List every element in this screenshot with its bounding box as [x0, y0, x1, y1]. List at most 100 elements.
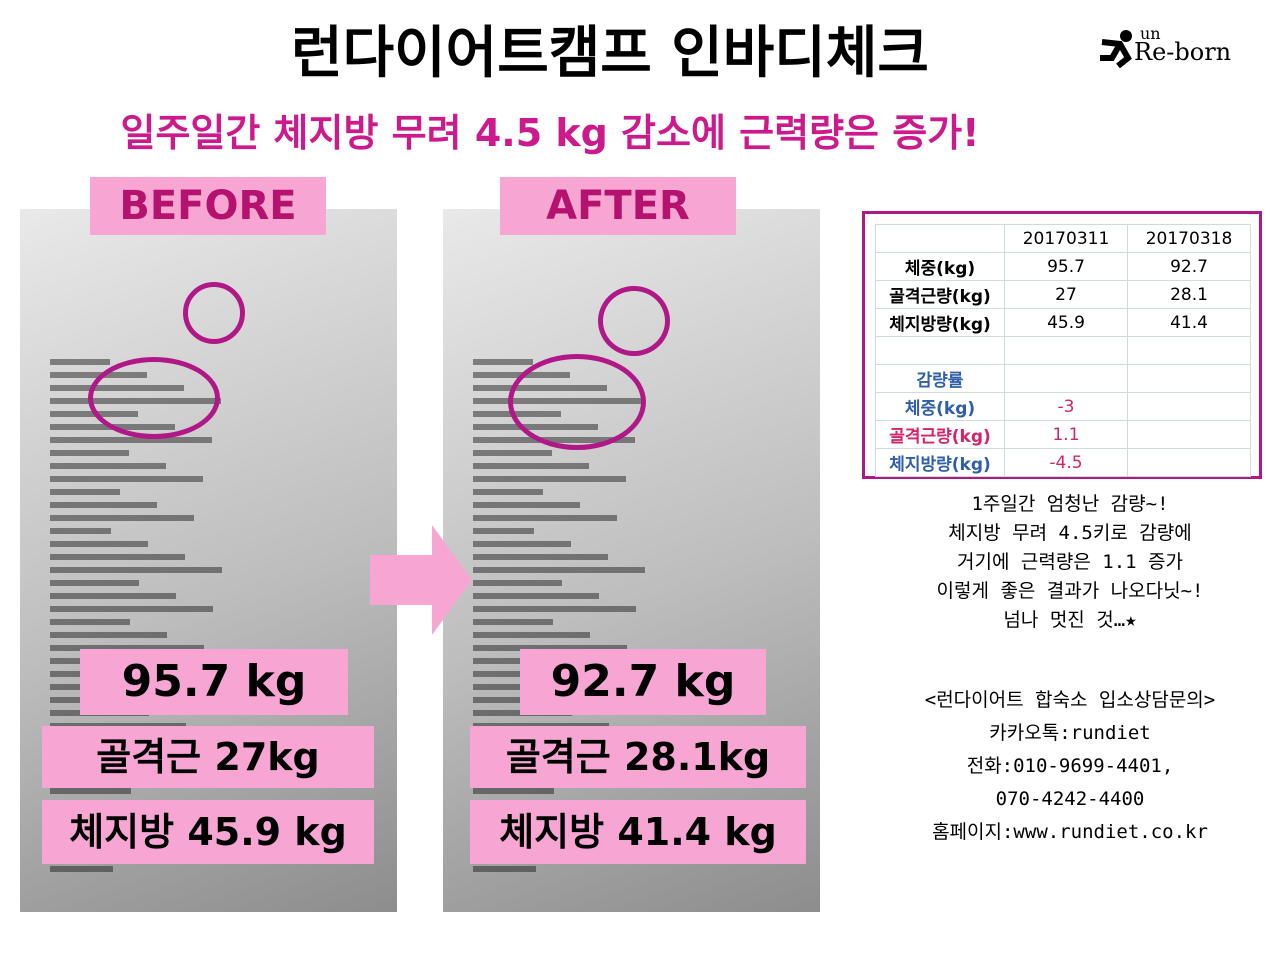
before-label: BEFORE: [90, 177, 326, 235]
photo-detail: [473, 541, 571, 547]
message-line: 이렇게 좋은 결과가 나오다닛~!: [936, 580, 1204, 602]
message-line: 거기에 근력량은 1.1 증가: [957, 551, 1183, 573]
photo-detail: [50, 554, 185, 560]
title: 런다이어트캠프 인바디체크: [291, 21, 929, 86]
highlight: [598, 286, 670, 356]
cell: 92.7: [1127, 252, 1251, 281]
highlight: [88, 357, 220, 439]
weight-after: 92.7 kg: [520, 649, 766, 715]
cell: 28.1: [1127, 280, 1251, 309]
photo-detail: [473, 515, 617, 521]
table: 20170311 20170318 체중(kg) 95.7 92.7 골격근량(kg)…: [875, 224, 1251, 477]
photo-detail: [473, 489, 543, 495]
row-label: 체지방량(kg): [875, 448, 1005, 477]
photo-detail: [50, 606, 213, 612]
cell: [1004, 336, 1128, 365]
logo-icon: [1100, 30, 1132, 68]
photo-detail: [50, 632, 167, 638]
message-line: 1주일간 엄청난 감량~!: [971, 493, 1169, 515]
contact-line: 전화:010-9699-4401,: [966, 755, 1174, 777]
logo-top: un: [1140, 24, 1161, 43]
fat-before: 체지방 45.9 kg: [42, 800, 374, 864]
photo-detail: [473, 697, 535, 703]
photo-detail: [473, 866, 536, 872]
photo-detail: [50, 593, 176, 599]
photo-detail: [50, 528, 111, 534]
cell: 45.9: [1004, 308, 1128, 337]
photo-detail: [50, 541, 148, 547]
muscle-after: 골격근 28.1kg: [470, 726, 806, 788]
photo-detail: [473, 554, 608, 560]
photo-detail: [473, 658, 544, 664]
cell: [1127, 392, 1251, 421]
cell: 95.7: [1004, 252, 1128, 281]
photo-detail: [50, 515, 194, 521]
cell: [1004, 364, 1128, 393]
row-label: 골격근량(kg): [875, 280, 1005, 309]
photo-detail: [50, 437, 212, 443]
cell: [1127, 336, 1251, 365]
photo-detail: [473, 632, 590, 638]
contact-line: 카카오톡:rundiet: [989, 722, 1151, 744]
logo: un Re-born: [1098, 24, 1268, 70]
photo-detail: [473, 528, 534, 534]
photo-detail: [50, 645, 204, 651]
message-line: 체지방 무려 4.5키로 감량에: [948, 522, 1192, 544]
arrow: [370, 525, 472, 635]
cell: [1127, 364, 1251, 393]
photo-detail: [473, 450, 552, 456]
column-header: 20170318: [1127, 224, 1251, 253]
cell: [875, 224, 1005, 253]
column-header: 20170311: [1004, 224, 1128, 253]
row-label: 체중(kg): [875, 252, 1005, 281]
cell: [875, 336, 1005, 365]
cell: -3: [1004, 392, 1128, 421]
cell: [1127, 420, 1251, 449]
photo-detail: [473, 463, 589, 469]
cell: 41.4: [1127, 308, 1251, 337]
row-label: 골격근량(kg): [875, 420, 1005, 449]
cell: [1127, 448, 1251, 477]
row-label: 체지방량(kg): [875, 308, 1005, 337]
cell: 27: [1004, 280, 1128, 309]
photo-detail: [473, 645, 627, 651]
photo-detail: [50, 463, 166, 469]
photo-detail: [50, 476, 203, 482]
muscle-before: 골격근 27kg: [42, 726, 374, 788]
photo-detail: [473, 619, 553, 625]
contact: <런다이어트 합숙소 입소상담문의> 카카오톡:rundiet 전화:010-969…: [870, 684, 1270, 849]
weight-before: 95.7 kg: [80, 649, 348, 715]
summary-table: 20170311 20170318 체중(kg) 95.7 92.7 골격근량(kg)…: [862, 211, 1262, 479]
cell: -4.5: [1004, 448, 1128, 477]
photo-detail: [50, 359, 110, 365]
section-label: 감량률: [875, 364, 1005, 393]
photo-detail: [50, 502, 157, 508]
photo-detail: [50, 580, 139, 586]
photo-detail: [50, 567, 222, 573]
photo-detail: [50, 450, 129, 456]
highlight: [183, 282, 245, 344]
photo-detail: [473, 567, 645, 573]
row-label: 체중(kg): [875, 392, 1005, 421]
photo-detail: [473, 502, 580, 508]
photo-detail: [473, 593, 599, 599]
message-line: 넘나 멋진 것…★: [1003, 609, 1137, 631]
after-label: AFTER: [500, 177, 736, 235]
photo-detail: [50, 619, 130, 625]
photo-detail: [50, 489, 120, 495]
photo-detail: [473, 606, 636, 612]
subtitle: 일주일간 체지방 무려 4.5 kg 감소에 근력량은 증가!: [120, 111, 980, 155]
photo-detail: [473, 476, 626, 482]
highlight: [508, 354, 646, 450]
cell: 1.1: [1004, 420, 1128, 449]
photo-detail: [50, 866, 113, 872]
photo-detail: [473, 580, 562, 586]
contact-line: <런다이어트 합숙소 입소상담문의>: [924, 689, 1216, 711]
photo-detail: [50, 788, 131, 794]
contact-line: 홈페이지:www.rundiet.co.kr: [932, 821, 1208, 843]
logo-main: Re-born: [1134, 38, 1232, 66]
fat-after: 체지방 41.4 kg: [470, 800, 806, 864]
contact-line: 070-4242-4400: [995, 788, 1145, 810]
